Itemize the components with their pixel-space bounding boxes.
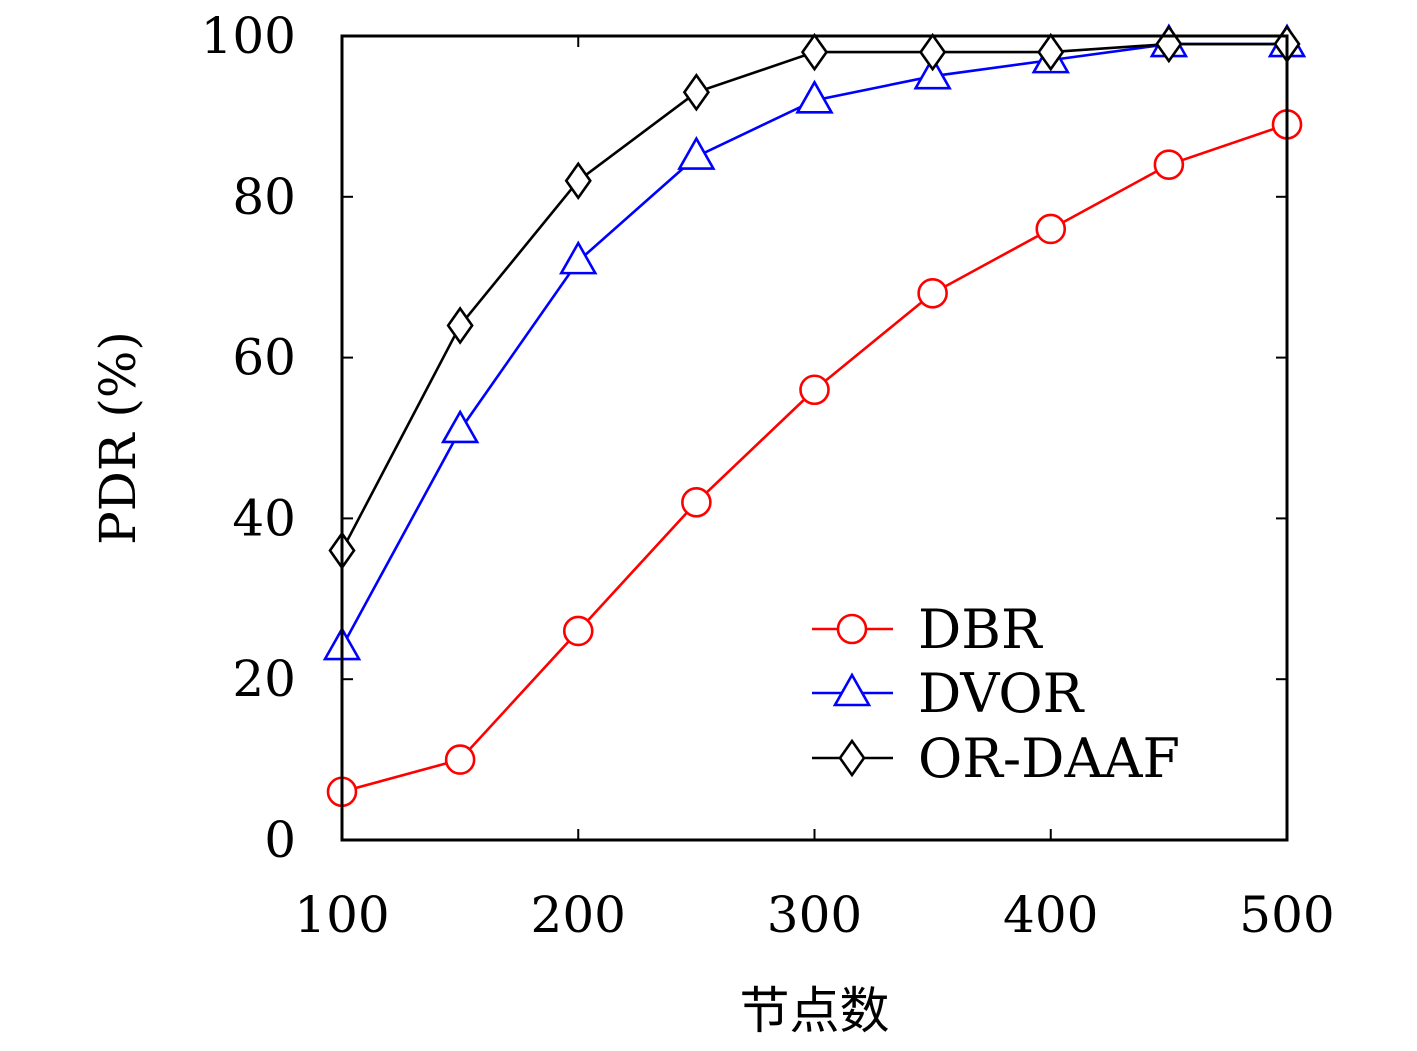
legend-marker bbox=[836, 613, 868, 645]
series-dvor bbox=[322, 23, 1307, 661]
data-point-dbr bbox=[562, 615, 594, 647]
y-tick-label: 100 bbox=[201, 7, 296, 65]
data-point-dbr bbox=[917, 277, 948, 309]
x-tick-label: 500 bbox=[1239, 886, 1334, 944]
series-layer bbox=[322, 23, 1307, 808]
y-tick-label: 0 bbox=[264, 811, 296, 869]
legend-item-dvor: DVOR bbox=[812, 662, 1085, 725]
data-point-dbr bbox=[444, 744, 476, 775]
tick-labels: 100 200 300 400 500 0 20 40 60 80 100 bbox=[201, 7, 1335, 944]
x-tick-label: 300 bbox=[767, 886, 862, 944]
data-point-dvor bbox=[559, 240, 598, 275]
series-line-or-daaf bbox=[340, 42, 1287, 552]
y-tick-label: 40 bbox=[232, 489, 296, 547]
y-axis-title: PDR (%) bbox=[89, 331, 147, 545]
y-tick-label: 60 bbox=[232, 329, 296, 387]
x-tick-label: 400 bbox=[1003, 886, 1098, 944]
data-point-dvor bbox=[913, 55, 952, 90]
series-dbr bbox=[326, 109, 1303, 808]
y-tick-label: 20 bbox=[232, 650, 296, 708]
data-point-or-daaf bbox=[1037, 32, 1065, 72]
legend-item-dbr: DBR bbox=[812, 598, 1043, 661]
x-tick-label: 100 bbox=[294, 886, 389, 944]
legend-label: DBR bbox=[918, 598, 1043, 661]
axis-ticks bbox=[341, 35, 1288, 841]
legend-marker bbox=[832, 672, 872, 707]
data-point-dbr bbox=[799, 374, 830, 406]
series-line-dvor bbox=[340, 42, 1287, 648]
series-line-dbr bbox=[341, 123, 1288, 794]
legend-label: OR-DAAF bbox=[918, 727, 1180, 790]
x-axis-title: 节点数 bbox=[740, 982, 890, 1040]
data-point-dbr bbox=[1035, 213, 1067, 245]
data-point-dvor bbox=[795, 79, 834, 114]
legend-item-or-daaf: OR-DAAF bbox=[812, 727, 1180, 790]
data-point-or-daaf bbox=[564, 161, 592, 200]
data-point-or-daaf bbox=[919, 32, 947, 72]
data-point-dvor bbox=[677, 135, 716, 170]
y-tick-label: 80 bbox=[232, 168, 296, 226]
data-point-dbr bbox=[681, 487, 712, 518]
legend-label: DVOR bbox=[918, 662, 1085, 725]
data-point-or-daaf bbox=[446, 306, 474, 345]
legend-marker bbox=[838, 738, 866, 778]
x-tick-label: 200 bbox=[531, 886, 626, 944]
data-point-dbr bbox=[1153, 149, 1185, 180]
data-point-dvor bbox=[440, 409, 480, 444]
data-point-or-daaf bbox=[800, 32, 829, 72]
data-point-or-daaf bbox=[682, 73, 710, 112]
plot-frame bbox=[340, 34, 1289, 842]
